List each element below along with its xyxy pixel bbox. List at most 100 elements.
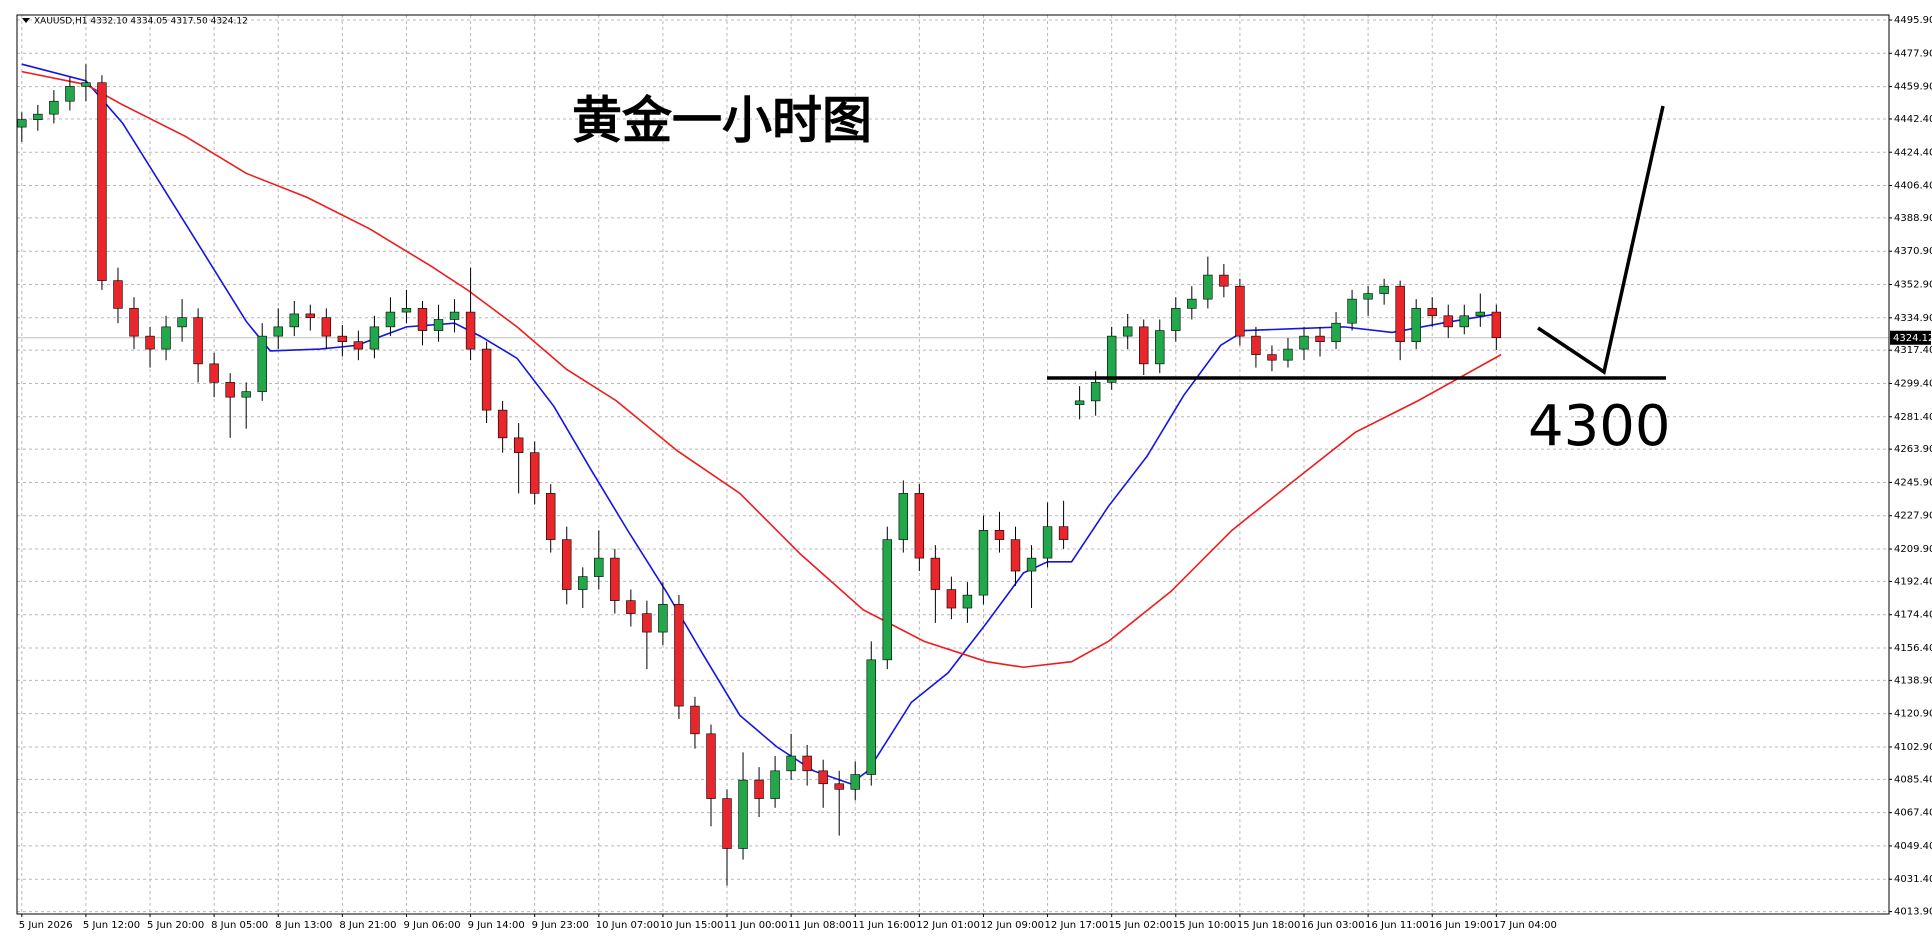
candle-body bbox=[65, 86, 75, 102]
candle-body bbox=[417, 308, 428, 331]
candle-body bbox=[257, 335, 267, 392]
y-tick-label: 4370.90 bbox=[1894, 246, 1932, 257]
axes: 4495.90 4477.90 4459.90 4442.40 4424.40 4406.… bbox=[16, 14, 1932, 931]
annotation-title: 黄金一小时图 bbox=[572, 92, 872, 150]
candle-body bbox=[658, 604, 668, 633]
y-tick-label: 4317.40 bbox=[1894, 345, 1932, 356]
candle-body bbox=[1363, 293, 1373, 300]
candle-body bbox=[1379, 285, 1389, 294]
candle-body bbox=[722, 798, 732, 849]
candle-body bbox=[1331, 322, 1341, 342]
candle-body bbox=[962, 594, 973, 609]
candle-body bbox=[946, 589, 957, 609]
y-tick-label: 4299.40 bbox=[1894, 378, 1932, 389]
x-tick-label: 11 Jun 00:00 bbox=[724, 920, 788, 931]
candle-body bbox=[626, 600, 636, 614]
y-tick-label: 4495.90 bbox=[1894, 15, 1932, 26]
candle-body bbox=[1187, 298, 1197, 309]
x-tick-label: 15 Jun 10:00 bbox=[1173, 920, 1237, 931]
candle-body bbox=[850, 774, 860, 790]
x-tick-label: 8 Jun 05:00 bbox=[211, 920, 268, 931]
candle-body bbox=[594, 557, 604, 577]
x-tick-label: 11 Jun 16:00 bbox=[852, 920, 916, 931]
candle-body bbox=[1475, 311, 1486, 317]
y-tick-label: 4281.40 bbox=[1894, 412, 1932, 423]
candle-body bbox=[497, 409, 508, 439]
x-tick-label: 12 Jun 01:00 bbox=[916, 920, 980, 931]
x-tick-label: 9 Jun 06:00 bbox=[403, 920, 460, 931]
candle-body bbox=[161, 326, 171, 350]
y-tick-label: 4156.40 bbox=[1894, 643, 1932, 654]
y-tick-label: 4424.40 bbox=[1894, 147, 1932, 158]
candle-body bbox=[113, 280, 123, 309]
y-tick-label: 4442.40 bbox=[1894, 114, 1932, 125]
candle-body bbox=[994, 530, 1005, 540]
candle-body bbox=[401, 308, 412, 313]
candle-body bbox=[1106, 335, 1117, 383]
candle-body bbox=[642, 613, 652, 633]
y-tick-label: 4352.90 bbox=[1894, 280, 1932, 291]
candle-body bbox=[465, 311, 476, 350]
candle-body bbox=[1315, 335, 1325, 342]
menu-arrow[interactable] bbox=[22, 18, 30, 23]
y-tick-label: 4388.90 bbox=[1894, 213, 1932, 224]
candle-body bbox=[481, 348, 492, 411]
candle-body bbox=[834, 783, 844, 790]
y-tick-label: 4334.90 bbox=[1894, 313, 1932, 324]
candle-body bbox=[1171, 308, 1181, 331]
candle-body bbox=[786, 755, 796, 772]
candle-body bbox=[1459, 315, 1469, 328]
y-tick-label: 4067.40 bbox=[1894, 808, 1932, 819]
y-tick-label: 4138.90 bbox=[1894, 675, 1932, 686]
chart-header: XAUUSD,H1 4332.10 4334.05 4317.50 4324.1… bbox=[34, 17, 248, 27]
candle-body bbox=[1074, 400, 1085, 405]
candle-body bbox=[1203, 274, 1213, 300]
candle-body bbox=[754, 779, 764, 799]
candle-body bbox=[241, 391, 251, 398]
x-tick-label: 10 Jun 15:00 bbox=[660, 920, 724, 931]
x-tick-label: 15 Jun 02:00 bbox=[1109, 920, 1173, 931]
y-tick-label: 4174.40 bbox=[1894, 610, 1932, 621]
candle-body bbox=[898, 493, 909, 540]
candle-body bbox=[1042, 526, 1053, 559]
x-tick-label: 8 Jun 21:00 bbox=[339, 920, 396, 931]
candle-body bbox=[1299, 335, 1309, 350]
x-tick-label: 12 Jun 09:00 bbox=[980, 920, 1044, 931]
candle-body bbox=[1090, 382, 1101, 402]
annotation-level: 4300 bbox=[1528, 394, 1671, 459]
candle-body bbox=[914, 493, 925, 559]
y-tick-label: 4031.40 bbox=[1894, 874, 1932, 885]
candle-body bbox=[1395, 285, 1405, 342]
candle-body bbox=[1058, 526, 1069, 540]
y-tick-label: 4477.90 bbox=[1894, 48, 1932, 59]
candle-body bbox=[930, 557, 941, 590]
x-tick-label: 5 Jun 2026 bbox=[19, 920, 73, 931]
y-tick-label: 4120.90 bbox=[1894, 709, 1932, 720]
candle-body bbox=[305, 313, 316, 318]
y-tick-label: 4406.40 bbox=[1894, 181, 1932, 192]
candle-body bbox=[289, 313, 299, 328]
candle-body bbox=[802, 755, 812, 772]
candle-body bbox=[578, 576, 588, 590]
y-tick-label: 4102.90 bbox=[1894, 742, 1932, 753]
candle-body bbox=[81, 82, 91, 87]
x-tick-label: 17 Jun 04:00 bbox=[1493, 920, 1557, 931]
grid bbox=[17, 15, 1889, 914]
x-tick-label: 16 Jun 03:00 bbox=[1301, 920, 1365, 931]
candle-body bbox=[129, 308, 139, 337]
candle-body bbox=[337, 335, 348, 342]
candle-body bbox=[193, 317, 203, 365]
y-tick-label: 4459.90 bbox=[1894, 82, 1932, 93]
candle-body bbox=[385, 311, 396, 328]
candle-body bbox=[1235, 285, 1245, 337]
x-tick-label: 15 Jun 18:00 bbox=[1237, 920, 1301, 931]
candle-body bbox=[513, 437, 524, 453]
candle-body bbox=[1411, 308, 1421, 342]
candle-body bbox=[1155, 330, 1165, 365]
candle-body bbox=[978, 530, 989, 596]
y-tick-label: 4227.90 bbox=[1894, 511, 1932, 522]
candle-body bbox=[273, 326, 283, 337]
last-price-box bbox=[1890, 330, 1931, 345]
